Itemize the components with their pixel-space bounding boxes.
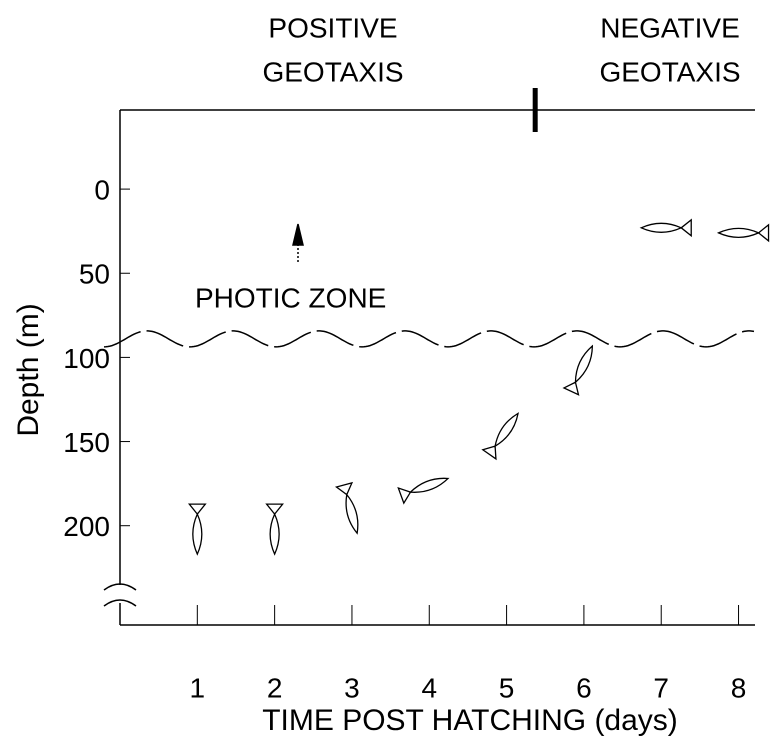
zone-label: PHOTIC ZONE xyxy=(195,282,386,313)
x-tick-label: 7 xyxy=(653,672,669,703)
x-tick-label: 1 xyxy=(190,672,206,703)
y-tick-label: 200 xyxy=(63,511,110,542)
y-tick-label: 150 xyxy=(63,427,110,458)
up-arrow-head xyxy=(292,223,304,246)
x-tick-label: 8 xyxy=(731,672,747,703)
fish-marker xyxy=(265,503,284,556)
x-tick-label: 2 xyxy=(267,672,283,703)
fish-marker xyxy=(481,412,519,461)
y-tick-label: 0 xyxy=(94,174,110,205)
axis-break xyxy=(103,583,137,607)
fish-marker xyxy=(187,503,207,556)
phase-label: POSITIVE xyxy=(268,12,397,43)
axes xyxy=(103,109,755,626)
fish-marker xyxy=(716,223,770,243)
fish-marker xyxy=(397,477,450,505)
x-tick-label: 5 xyxy=(499,672,515,703)
x-tick-label: 4 xyxy=(421,672,437,703)
y-tick-label: 50 xyxy=(79,259,110,290)
fish-marker xyxy=(334,481,359,535)
fish-marker xyxy=(639,218,692,238)
y-tick-label: 100 xyxy=(63,343,110,374)
photic-zone-line xyxy=(103,330,755,348)
phase-label: GEOTAXIS xyxy=(262,56,403,87)
x-tick-label: 3 xyxy=(344,672,360,703)
fish-marker xyxy=(562,344,594,396)
x-axis-label: TIME POST HATCHING (days) xyxy=(262,704,678,737)
phase-label: NEGATIVE xyxy=(600,12,740,43)
y-axis-label: Depth (m) xyxy=(12,303,45,436)
phase-label: GEOTAXIS xyxy=(599,56,740,87)
x-tick-label: 6 xyxy=(576,672,592,703)
